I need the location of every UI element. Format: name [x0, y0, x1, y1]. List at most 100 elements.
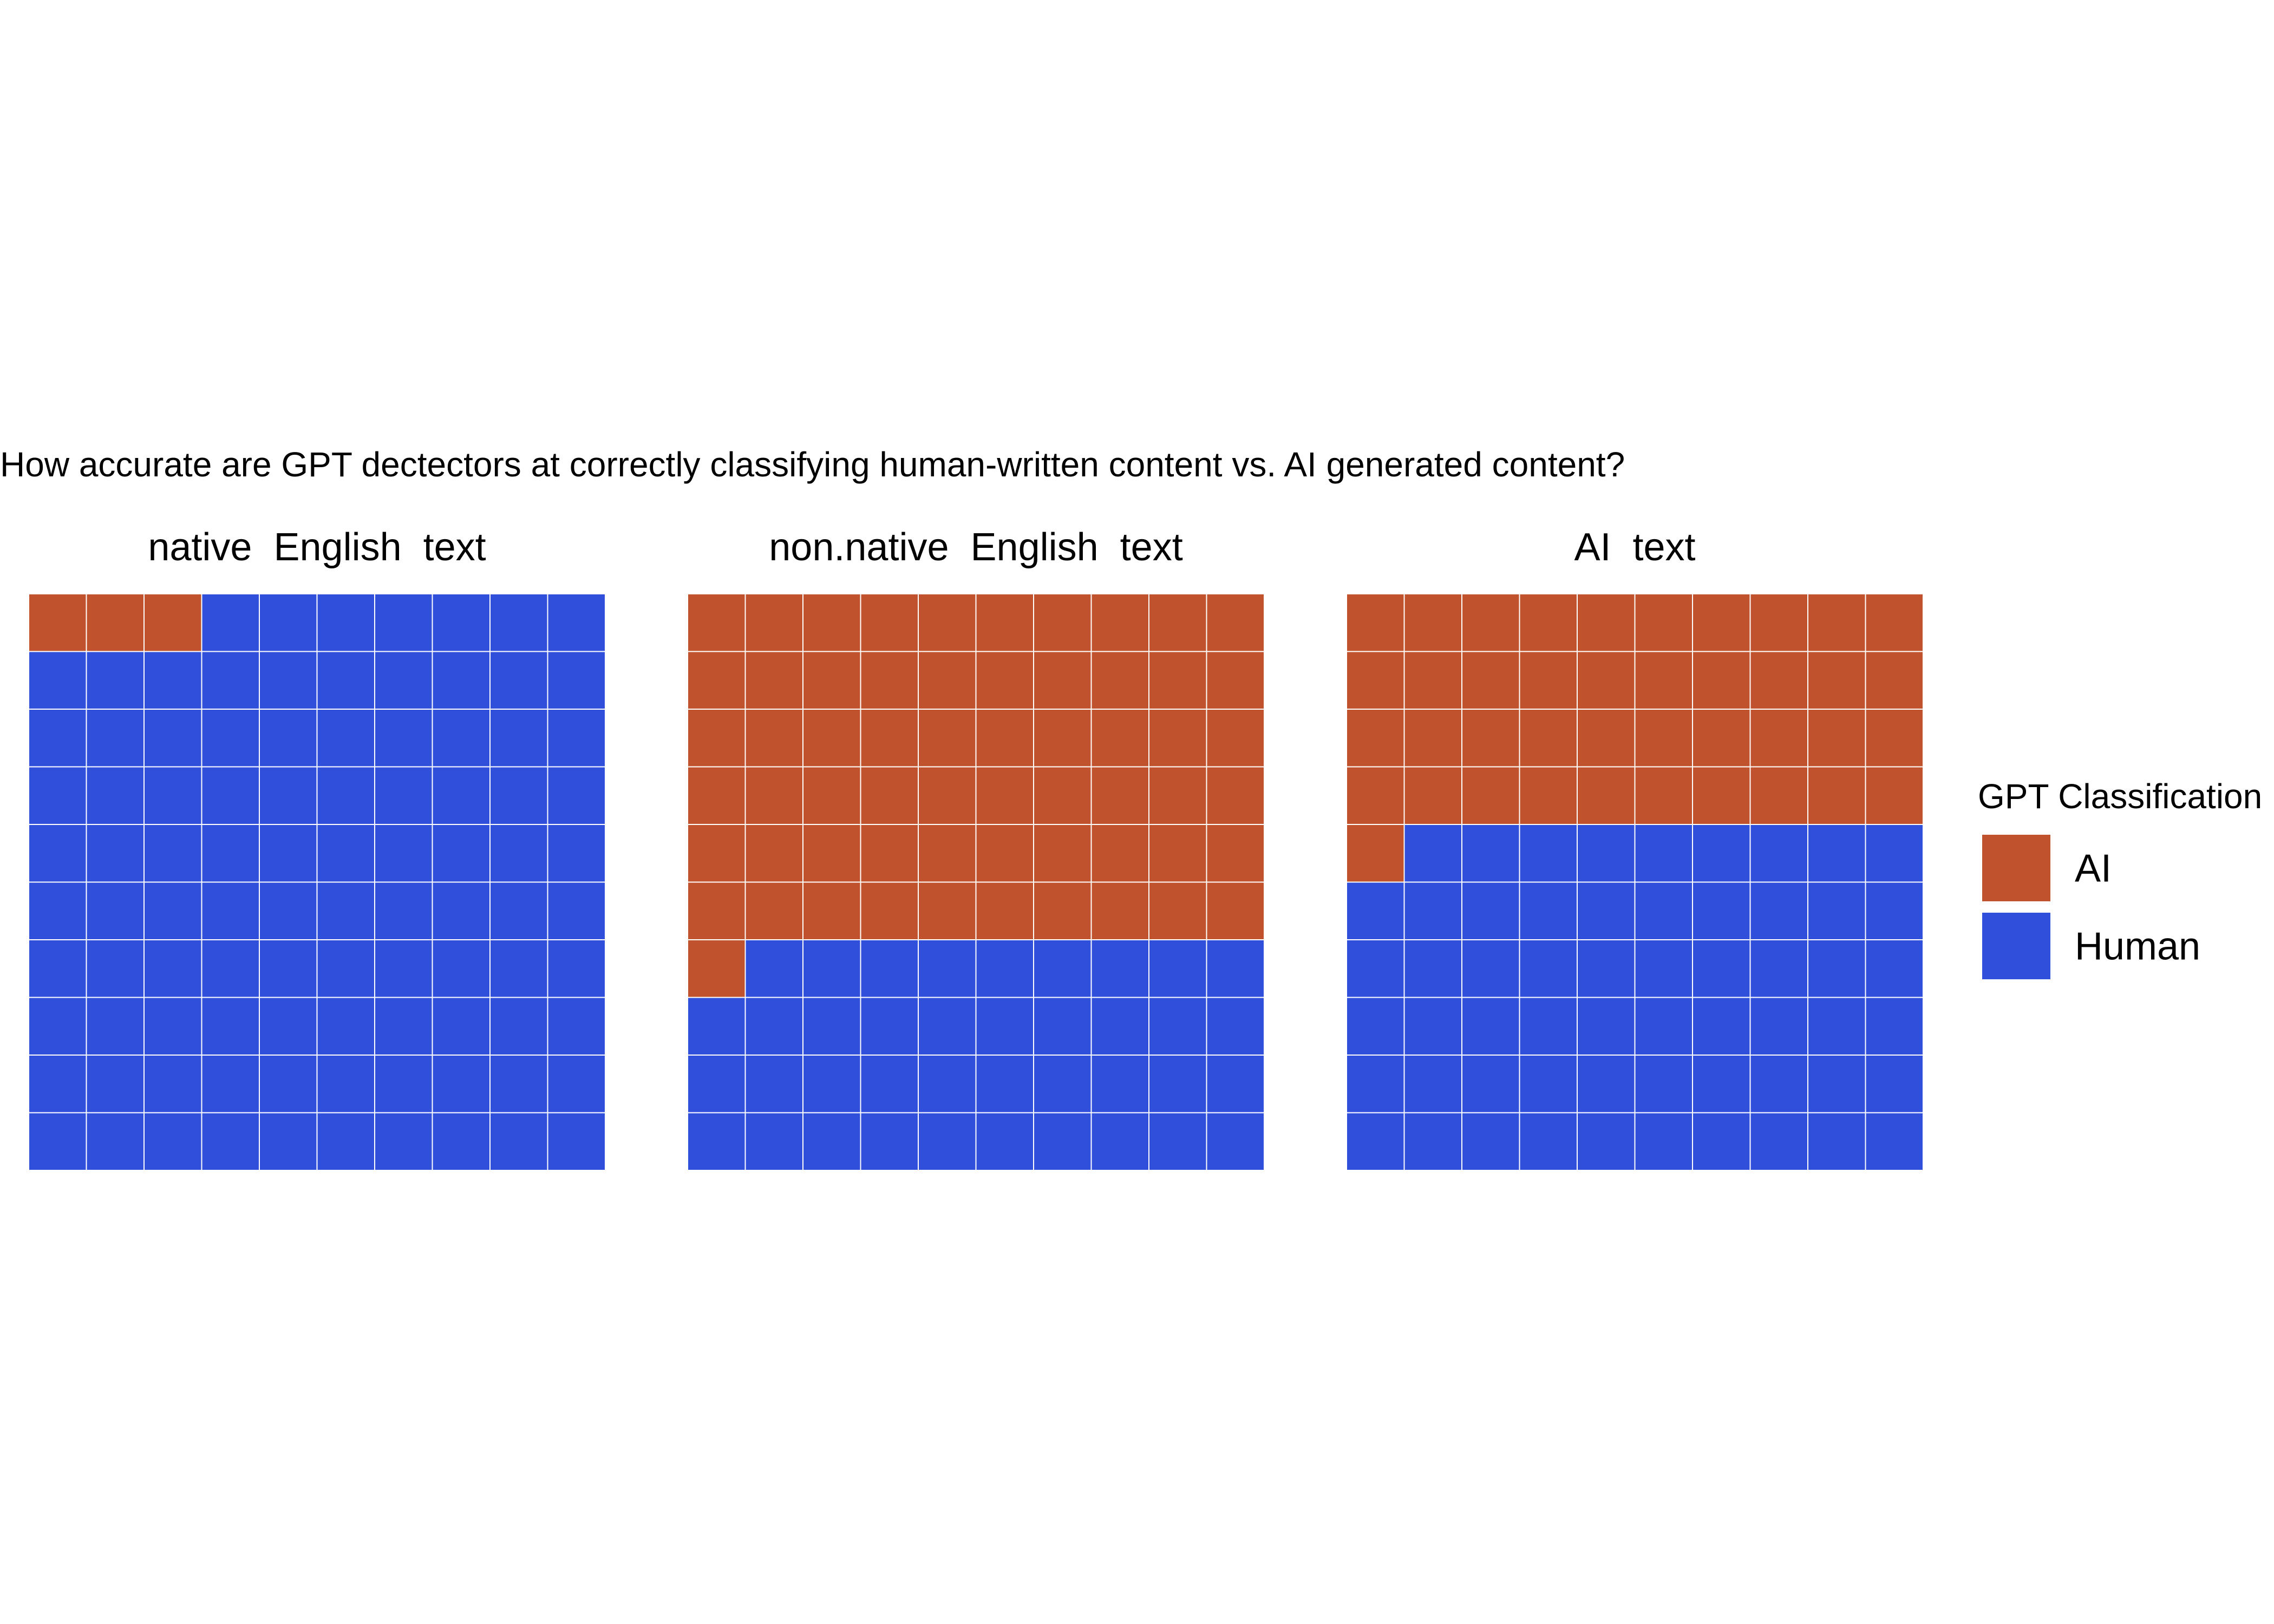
tile-human	[201, 824, 260, 883]
tile-ai	[1807, 651, 1866, 710]
legend-swatch	[1982, 913, 2050, 979]
tile-ai	[1865, 651, 1924, 710]
tile-ai	[860, 824, 919, 883]
tile-human	[1403, 1112, 1462, 1171]
tile-ai	[28, 593, 87, 652]
tile-ai	[1033, 824, 1092, 883]
tile-ai	[744, 881, 803, 940]
tile-human	[28, 766, 87, 825]
tile-ai	[1807, 766, 1866, 825]
tile-human	[1577, 939, 1636, 998]
tile-human	[547, 1112, 606, 1171]
tile-ai	[1749, 766, 1808, 825]
tile-human	[860, 1055, 919, 1114]
tile-human	[547, 939, 606, 998]
tile-human	[259, 824, 318, 883]
tile-ai	[1033, 651, 1092, 710]
tile-human	[1346, 939, 1405, 998]
tile-human	[547, 709, 606, 768]
tile-ai	[918, 593, 977, 652]
facet-title: AI text	[1574, 526, 1695, 569]
tile-ai	[1148, 593, 1207, 652]
tile-human	[374, 766, 433, 825]
tile-ai	[1403, 766, 1462, 825]
tile-human	[687, 1055, 746, 1114]
tile-human	[432, 766, 491, 825]
tile-human	[802, 939, 861, 998]
tile-ai	[975, 766, 1034, 825]
tile-human	[374, 709, 433, 768]
tile-ai	[802, 593, 861, 652]
tile-ai	[1148, 824, 1207, 883]
tile-human	[201, 997, 260, 1056]
tile-human	[1206, 1055, 1265, 1114]
tile-human	[86, 651, 145, 710]
tile-human	[316, 939, 375, 998]
tile-ai	[1461, 766, 1520, 825]
tile-ai	[1148, 881, 1207, 940]
tile-ai	[1634, 766, 1693, 825]
tile-human	[374, 1055, 433, 1114]
tile-human	[489, 1112, 548, 1171]
legend-swatch	[1982, 835, 2050, 901]
tile-ai	[1346, 824, 1405, 883]
tile-human	[1346, 997, 1405, 1056]
tile-ai	[143, 593, 202, 652]
tile-human	[744, 1112, 803, 1171]
tile-ai	[1090, 651, 1149, 710]
tile-human	[1865, 824, 1924, 883]
tile-human	[1206, 1112, 1265, 1171]
tile-human	[28, 1112, 87, 1171]
tile-ai	[1692, 766, 1751, 825]
tile-human	[1865, 1055, 1924, 1114]
tile-ai	[744, 593, 803, 652]
tile-ai	[744, 709, 803, 768]
tile-human	[143, 651, 202, 710]
tile-human	[28, 1055, 87, 1114]
tile-human	[802, 1112, 861, 1171]
tile-ai	[1033, 709, 1092, 768]
tile-ai	[975, 593, 1034, 652]
tile-human	[143, 997, 202, 1056]
tile-ai	[1461, 709, 1520, 768]
tile-ai	[687, 824, 746, 883]
tile-human	[1461, 1112, 1520, 1171]
tile-human	[1865, 1112, 1924, 1171]
tile-ai	[860, 709, 919, 768]
tile-ai	[1148, 766, 1207, 825]
tile-ai	[1807, 593, 1866, 652]
tile-human	[1519, 1055, 1578, 1114]
tile-human	[489, 997, 548, 1056]
tile-human	[1090, 1055, 1149, 1114]
facet-panel: native English text	[28, 526, 606, 1171]
tile-human	[860, 997, 919, 1056]
tile-human	[1577, 824, 1636, 883]
tile-human	[259, 593, 318, 652]
tile-human	[316, 651, 375, 710]
tile-ai	[1692, 709, 1751, 768]
tile-human	[1749, 997, 1808, 1056]
tile-human	[1206, 997, 1265, 1056]
tile-ai	[1749, 709, 1808, 768]
tile-human	[259, 1055, 318, 1114]
tile-ai	[802, 824, 861, 883]
tile-human	[1807, 997, 1866, 1056]
facet-panel: AI text	[1346, 526, 1924, 1171]
tile-human	[547, 824, 606, 883]
tile-human	[259, 997, 318, 1056]
tile-human	[432, 593, 491, 652]
legend: GPT Classification AI Human	[1978, 777, 2262, 979]
tile-ai	[1148, 651, 1207, 710]
tile-human	[1749, 1112, 1808, 1171]
tile-human	[259, 766, 318, 825]
tile-ai	[1577, 651, 1636, 710]
tile-human	[143, 824, 202, 883]
tile-human	[1749, 824, 1808, 883]
tile-human	[374, 1112, 433, 1171]
tile-ai	[1403, 709, 1462, 768]
tile-ai	[1461, 593, 1520, 652]
tile-ai	[918, 766, 977, 825]
facet-title: native English text	[148, 526, 486, 569]
tile-human	[374, 824, 433, 883]
tile-human	[1577, 1112, 1636, 1171]
